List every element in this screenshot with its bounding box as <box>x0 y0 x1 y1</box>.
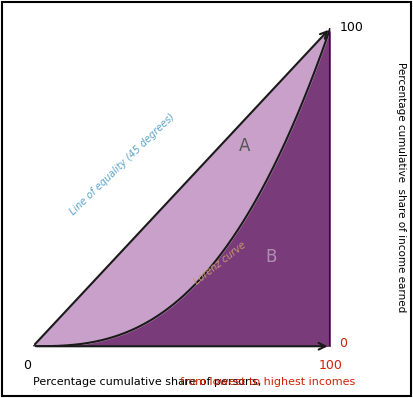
Text: A: A <box>238 137 250 155</box>
Text: Lorenz curve: Lorenz curve <box>192 240 248 287</box>
Text: B: B <box>265 248 277 266</box>
Text: from lowest to highest incomes: from lowest to highest incomes <box>180 377 355 387</box>
Text: Line of equality (45 degrees): Line of equality (45 degrees) <box>68 112 176 217</box>
Text: Percentage cumulative  share of income earned: Percentage cumulative share of income ea… <box>396 62 406 312</box>
Text: Percentage cumulative share of persons,: Percentage cumulative share of persons, <box>33 377 265 387</box>
Text: 100: 100 <box>339 21 363 34</box>
Text: 100: 100 <box>318 359 342 372</box>
Text: 0: 0 <box>23 359 31 372</box>
Text: 0: 0 <box>339 337 347 349</box>
